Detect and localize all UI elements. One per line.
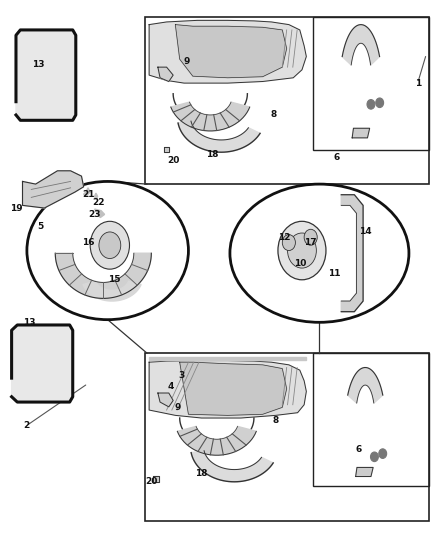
Polygon shape	[149, 361, 306, 418]
Polygon shape	[158, 67, 173, 82]
Polygon shape	[348, 368, 383, 403]
Circle shape	[376, 98, 384, 108]
Circle shape	[288, 233, 316, 268]
Polygon shape	[342, 25, 380, 65]
Text: 13: 13	[32, 60, 44, 69]
Text: 8: 8	[272, 416, 279, 425]
Bar	[145, 17, 428, 184]
Polygon shape	[84, 188, 90, 196]
Polygon shape	[191, 451, 273, 482]
Circle shape	[304, 229, 317, 245]
Polygon shape	[158, 393, 173, 407]
Bar	[145, 353, 428, 521]
Polygon shape	[95, 193, 98, 199]
Polygon shape	[178, 121, 260, 152]
Polygon shape	[16, 30, 76, 120]
Polygon shape	[149, 357, 306, 360]
Text: 20: 20	[167, 156, 179, 165]
Bar	[313, 353, 428, 486]
Circle shape	[278, 221, 326, 280]
Text: 15: 15	[108, 275, 120, 284]
Text: 10: 10	[293, 260, 306, 268]
Polygon shape	[177, 426, 256, 455]
Text: 5: 5	[37, 222, 43, 231]
Text: 23: 23	[88, 211, 101, 220]
Text: 1: 1	[414, 78, 421, 87]
Circle shape	[371, 452, 378, 462]
Polygon shape	[12, 325, 73, 402]
Text: 18: 18	[206, 150, 219, 159]
Polygon shape	[341, 195, 363, 312]
Text: 9: 9	[183, 58, 190, 66]
Text: 16: 16	[82, 238, 94, 247]
Text: 22: 22	[93, 198, 105, 207]
Circle shape	[99, 232, 121, 259]
Circle shape	[283, 235, 295, 251]
Polygon shape	[83, 281, 141, 301]
Text: 6: 6	[356, 446, 362, 455]
Bar	[313, 17, 428, 150]
Polygon shape	[149, 20, 306, 83]
Polygon shape	[95, 209, 105, 217]
Text: 19: 19	[10, 204, 22, 213]
Polygon shape	[175, 25, 287, 78]
Text: 17: 17	[304, 238, 317, 247]
Polygon shape	[152, 477, 159, 482]
Polygon shape	[55, 253, 151, 298]
Text: 14: 14	[359, 228, 371, 237]
Circle shape	[367, 100, 375, 109]
Text: 12: 12	[278, 233, 291, 242]
Circle shape	[379, 449, 387, 458]
Polygon shape	[163, 147, 169, 152]
Ellipse shape	[27, 181, 188, 320]
Text: 20: 20	[145, 478, 158, 486]
Polygon shape	[180, 362, 287, 415]
Polygon shape	[352, 128, 370, 138]
Text: 9: 9	[174, 403, 181, 412]
Text: 11: 11	[328, 269, 341, 278]
Text: 18: 18	[195, 470, 208, 478]
Text: 3: 3	[179, 371, 185, 380]
Circle shape	[90, 221, 130, 269]
Text: 8: 8	[270, 110, 277, 119]
Text: 2: 2	[23, 422, 29, 431]
Polygon shape	[356, 467, 373, 477]
Polygon shape	[22, 171, 84, 208]
Text: 4: 4	[168, 382, 174, 391]
Text: 6: 6	[334, 153, 340, 162]
Ellipse shape	[230, 184, 409, 322]
Polygon shape	[171, 102, 250, 131]
Text: 21: 21	[82, 190, 94, 199]
Text: 13: 13	[23, 318, 35, 327]
